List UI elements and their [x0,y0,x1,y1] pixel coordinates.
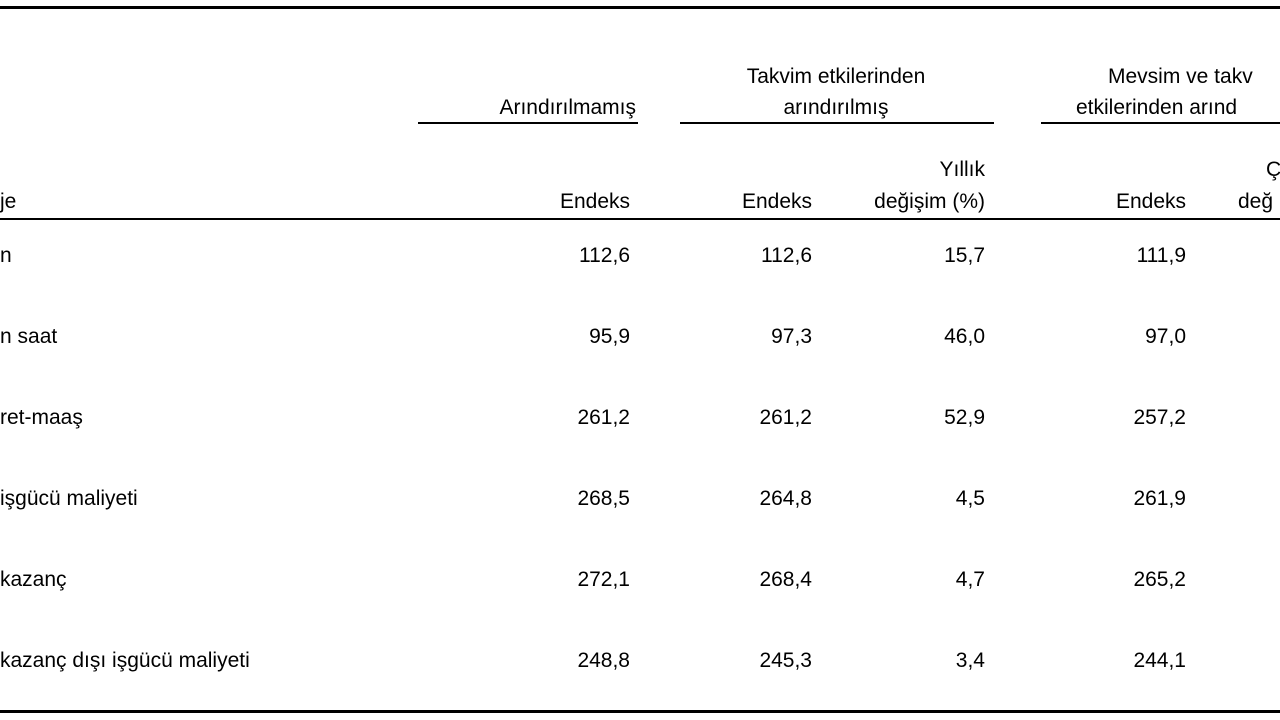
row-label: n saat [0,325,58,348]
table-header-divider [0,218,1280,220]
group-header-calendar-line1: Takvim etkilerinden [746,65,926,88]
cell-unadjusted-index: 261,2 [577,406,630,429]
column-header-calendar-index: Endeks [741,190,812,213]
group-header-seasonal-line1: Mevsim ve takv [1108,65,1253,88]
table-bottom-border [0,710,1280,713]
cell-calendar-index: 264,8 [759,487,812,510]
column-header-seasonal-index: Endeks [1115,190,1186,213]
group-underline-unadjusted [418,122,638,124]
cell-calendar-index: 97,3 [771,325,812,348]
column-header-calendar-change-line2: değişim (%) [874,190,985,213]
cell-calendar-change: 4,7 [955,568,985,591]
cell-unadjusted-index: 95,9 [589,325,630,348]
row-label: işgücü maliyeti [0,487,138,510]
cell-seasonal-index: 261,9 [1133,487,1186,510]
cell-calendar-index: 268,4 [759,568,812,591]
group-header-unadjusted: Arındırılmamış [499,96,636,119]
row-label: n [0,244,12,267]
cell-seasonal-index: 244,1 [1133,649,1186,672]
group-underline-calendar [680,122,994,124]
cell-unadjusted-index: 272,1 [577,568,630,591]
group-header-calendar-line2: arındırılmış [783,96,889,119]
cell-calendar-change: 4,5 [955,487,985,510]
column-header-seasonal-change-line1: Ç [1266,158,1280,181]
row-label: kazanç [0,568,67,591]
row-label: ret-maaş [0,406,83,429]
cell-seasonal-index: 257,2 [1133,406,1186,429]
cell-calendar-index: 112,6 [761,244,812,267]
cell-unadjusted-index: 248,8 [577,649,630,672]
column-header-row-label: je [0,190,17,213]
row-label: kazanç dışı işgücü maliyeti [0,649,250,672]
cell-calendar-change: 3,4 [955,649,985,672]
cell-unadjusted-index: 112,6 [579,244,630,267]
cell-calendar-change: 15,7 [944,244,985,267]
cell-calendar-index: 245,3 [759,649,812,672]
cell-calendar-change: 52,9 [944,406,985,429]
table-top-border [0,6,1280,9]
cell-calendar-index: 261,2 [759,406,812,429]
cell-calendar-change: 46,0 [944,325,985,348]
column-header-unadjusted-index: Endeks [559,190,630,213]
group-underline-seasonal [1041,122,1280,124]
cell-seasonal-index: 265,2 [1133,568,1186,591]
group-header-seasonal-line2: etkilerinden arınd [1076,96,1238,119]
cell-seasonal-index: 111,9 [1136,244,1186,267]
cell-unadjusted-index: 268,5 [577,487,630,510]
column-header-calendar-change-line1: Yıllık [939,158,985,181]
cell-seasonal-index: 97,0 [1145,325,1186,348]
column-header-seasonal-change-line2: değ [1238,190,1274,213]
